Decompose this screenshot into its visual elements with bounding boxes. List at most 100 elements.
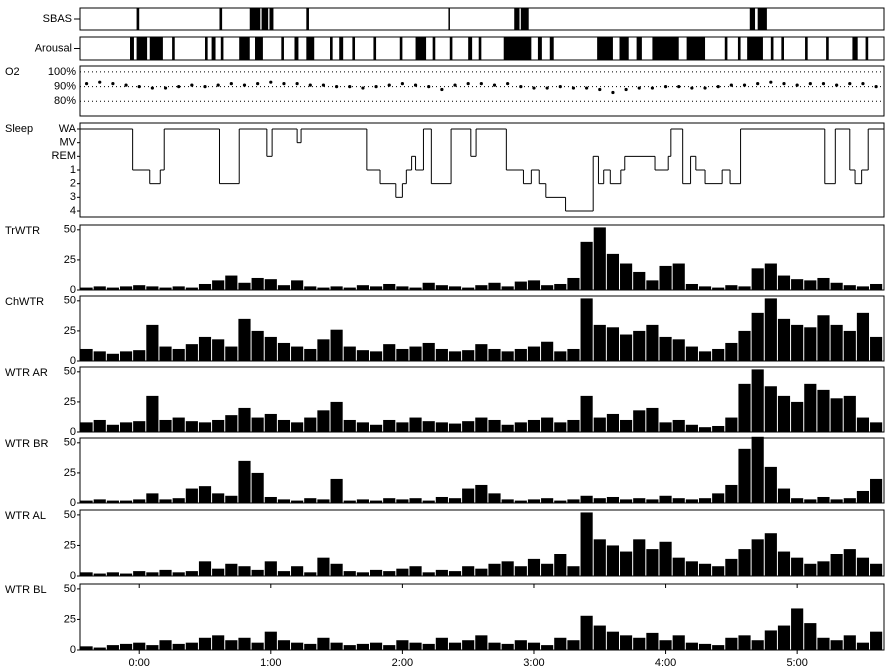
point [163,86,168,90]
point [479,82,483,86]
point [334,84,339,89]
bar [541,341,554,361]
bar [698,643,712,650]
bar [646,324,659,361]
point [703,86,707,90]
bar [448,351,462,361]
event [330,37,333,60]
bar [146,493,159,503]
x-tick-label: 0:00 [129,657,150,669]
point [585,86,589,90]
bar [817,315,830,361]
bar [80,422,93,432]
bar [225,415,238,432]
point [663,84,668,89]
bar [106,287,119,290]
bar [343,419,356,432]
bar [225,346,238,361]
bar [541,417,554,432]
bar [593,324,606,361]
y-tick-label: 3 [70,191,76,203]
bar [843,635,856,650]
bar [172,348,185,361]
bar [738,448,751,503]
event [448,8,450,30]
bar [356,285,369,290]
bar [514,422,527,432]
bar [514,566,527,576]
bar [514,348,527,361]
bar [133,421,146,432]
point [848,82,852,86]
bar [448,498,462,503]
bar [554,500,567,503]
bar [133,499,146,503]
event [211,37,216,60]
bar [659,336,672,361]
point [308,83,312,87]
point [413,83,418,87]
bar [830,398,843,432]
point [835,83,839,87]
panel-title: WTR AL [5,510,46,522]
bar [185,488,198,503]
point [348,84,352,89]
bar [396,422,409,432]
bar [488,493,501,503]
bar [172,417,185,432]
panel-title: ChWTR [5,296,44,308]
bar [159,640,172,650]
bar [396,499,409,503]
bar [317,557,330,576]
bar [633,330,646,361]
bar [291,422,304,432]
bar [369,500,383,503]
bar [291,566,304,576]
panel-title: Arousal [35,42,72,54]
bar [251,330,264,361]
point [440,87,444,92]
event [636,37,642,60]
bar [475,344,488,361]
event [737,37,741,60]
bar [791,498,804,503]
bar [488,563,501,576]
bar [791,279,804,290]
bar [777,275,791,290]
point [111,82,115,86]
bar [527,499,541,503]
bar [317,287,330,290]
bar [383,571,396,576]
bar [238,460,251,503]
y-tick-label: 50 [64,366,76,378]
bar [685,283,698,290]
bar [159,419,172,432]
bar [738,549,751,576]
bar [396,286,409,290]
bar [291,500,304,503]
bar [817,496,830,503]
bar [106,500,119,503]
bar [554,422,567,432]
point [137,84,141,89]
bar [383,419,396,432]
bar [159,569,172,576]
bar [738,635,751,650]
bar [843,395,856,432]
bar [462,350,475,361]
bar [409,417,422,432]
bar [356,572,369,576]
bar [291,642,304,650]
bar [541,498,554,503]
bar [764,533,777,576]
bar [620,263,633,290]
bar [462,566,475,576]
bar [777,551,791,576]
bar [238,407,251,432]
bar [633,539,646,576]
x-tick-label: 3:00 [523,657,544,669]
bar [870,563,883,576]
y-tick-label: 25 [64,325,76,337]
point [716,84,720,89]
